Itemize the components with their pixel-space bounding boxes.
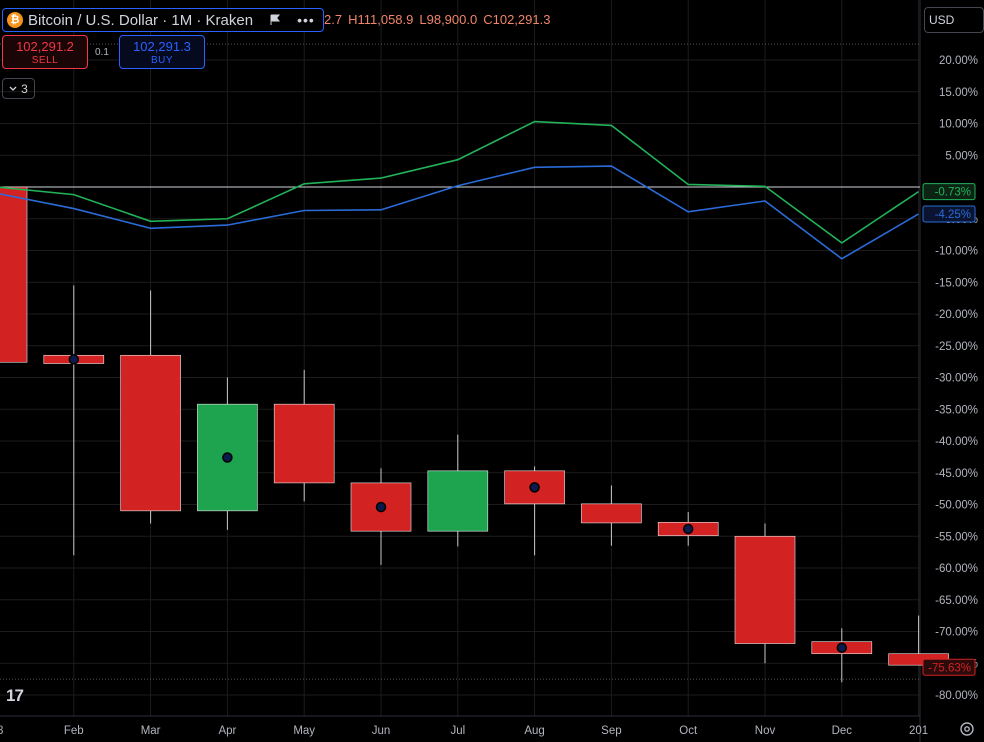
x-tick-label: Mar bbox=[141, 725, 161, 737]
buy-price: 102,291.3 bbox=[133, 39, 191, 54]
event-marker bbox=[222, 452, 233, 463]
y-tick-label: -20.00% bbox=[935, 309, 978, 321]
ohlc-open: 2.7 bbox=[324, 12, 343, 27]
compare-line-1 bbox=[0, 120, 920, 244]
y-tick-label: -60.00% bbox=[935, 563, 978, 575]
sell-price: 102,291.2 bbox=[16, 39, 74, 54]
candle-body bbox=[273, 403, 335, 484]
currency-selector[interactable]: USD bbox=[924, 7, 984, 33]
y-tick-label: -70.00% bbox=[935, 627, 978, 639]
candle-body bbox=[734, 535, 796, 644]
spread-value: 0.1 bbox=[95, 47, 109, 58]
x-tick-label: Apr bbox=[218, 725, 236, 737]
x-tick-label: Aug bbox=[524, 725, 544, 737]
price-label: -4.25% bbox=[935, 209, 971, 221]
y-tick-label: -35.00% bbox=[935, 404, 978, 416]
x-tick-label: Oct bbox=[679, 725, 698, 737]
compare-line-2 bbox=[0, 165, 920, 260]
symbol-title[interactable]: Bitcoin / U.S. Dollar · 1M · Kraken bbox=[28, 11, 254, 29]
buy-label: BUY bbox=[150, 55, 174, 66]
x-tick-label: Sep bbox=[601, 725, 621, 737]
x-tick-label: Nov bbox=[755, 725, 776, 737]
ohlc-values: 2.7 H111,058.9 L98,900.0 C102,291.3 bbox=[324, 12, 556, 27]
price-label-box bbox=[922, 658, 976, 676]
x-tick-label: May bbox=[293, 725, 315, 737]
y-tick-label: 10.00% bbox=[939, 119, 978, 131]
indicators-toggle-button[interactable]: 3 bbox=[2, 78, 35, 99]
y-tick-label: -10.00% bbox=[935, 246, 978, 258]
y-tick-label: -80.00% bbox=[935, 690, 978, 702]
x-tick-label: 201 bbox=[909, 725, 928, 737]
gear-icon[interactable] bbox=[958, 720, 976, 738]
x-tick-label: 18 bbox=[0, 725, 3, 737]
candle-body bbox=[427, 470, 489, 532]
event-marker bbox=[682, 523, 694, 535]
y-tick-label: -30.00% bbox=[935, 373, 978, 385]
y-tick-label: -50.00% bbox=[935, 500, 978, 512]
chevron-down-icon bbox=[9, 86, 17, 91]
symbol-header[interactable]: ₿ Bitcoin / U.S. Dollar · 1M · Kraken ••… bbox=[2, 8, 324, 32]
price-label-box bbox=[922, 183, 976, 201]
x-tick-label: Jun bbox=[372, 725, 391, 737]
y-tick-label: -25.00% bbox=[935, 341, 978, 353]
x-tick-label: Jul bbox=[450, 725, 465, 737]
price-label: -0.73% bbox=[935, 187, 971, 199]
y-tick-label: 15.00% bbox=[939, 87, 978, 99]
event-marker bbox=[529, 482, 540, 493]
sell-button[interactable]: 102,291.2 SELL bbox=[2, 35, 88, 69]
candle-body bbox=[0, 186, 28, 363]
buy-button[interactable]: 102,291.3 BUY bbox=[119, 35, 205, 69]
sell-label: SELL bbox=[31, 55, 59, 66]
x-tick-label: Feb bbox=[64, 725, 84, 737]
tradingview-logo[interactable]: 17 bbox=[6, 686, 24, 705]
y-tick-label: 20.00% bbox=[939, 55, 978, 67]
price-label: -75.63% bbox=[928, 662, 971, 674]
indicators-count: 3 bbox=[21, 81, 28, 96]
price-label-box bbox=[922, 205, 976, 223]
flag-icon[interactable] bbox=[269, 14, 281, 26]
ohlc-high: H111,058.9 bbox=[348, 12, 414, 27]
event-marker bbox=[375, 501, 387, 513]
y-tick-label: 5.00% bbox=[945, 150, 978, 162]
more-options-icon[interactable]: ••• bbox=[297, 12, 315, 28]
ohlc-low: L98,900.0 bbox=[419, 12, 478, 27]
candle-body bbox=[120, 354, 181, 512]
y-tick-label: -15.00% bbox=[935, 277, 978, 289]
x-tick-label: Dec bbox=[832, 725, 853, 737]
event-marker bbox=[68, 354, 80, 365]
y-tick-label: -45.00% bbox=[935, 468, 978, 480]
y-tick-label: -40.00% bbox=[935, 436, 978, 448]
y-tick-label: -55.00% bbox=[935, 531, 978, 543]
bitcoin-icon: ₿ bbox=[7, 12, 23, 28]
event-marker bbox=[836, 642, 848, 653]
ohlc-close: C102,291.3 bbox=[483, 12, 551, 27]
candle-body bbox=[581, 503, 642, 524]
y-tick-label: -65.00% bbox=[935, 595, 978, 607]
